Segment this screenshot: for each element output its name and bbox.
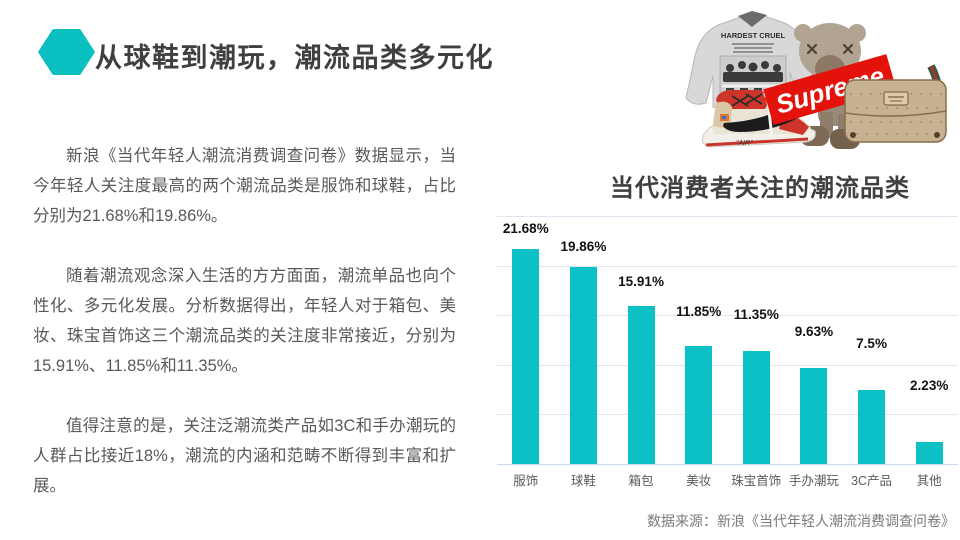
sneaker-air-text: "AIR" [736,140,753,147]
bar [627,306,655,464]
category-label: 3C产品 [851,474,893,488]
bar-value-label: 21.68% [502,220,549,236]
bar-column: 11.85% [670,216,728,464]
bar [915,441,943,464]
paragraph-1: 新浪《当代年轻人潮流消费调查问卷》数据显示，当今年轻人关注度最高的两个潮流品类是… [33,147,456,225]
category-label: 手办潮玩 [788,474,839,488]
bar [800,368,828,464]
category-row: 服饰 球鞋 箱包 美妆 珠宝首饰 手办潮玩 3C产品 其他 [497,470,958,489]
slide-title: 从球鞋到潮玩，潮流品类多元化 [95,43,494,73]
bar-column: 15.91% [612,216,670,464]
gridline [497,265,958,267]
product-collage: HARDEST CRUEL [685,11,947,149]
paragraph-3: 值得注意的是，关注泛潮流类产品如3C和手办潮玩的人群占比接近18%，潮流的内涵和… [33,417,456,495]
category-label: 美妆 [686,474,712,488]
bar [569,267,597,464]
category-label: 其他 [916,474,942,488]
gucci-bag-image [844,64,947,143]
bar-column: 7.5% [843,216,901,464]
gridline [497,364,958,366]
gridline [497,315,958,317]
chart-title: 当代消费者关注的潮流品类 [610,175,910,202]
bar-plot: 21.68% 19.86% 15.91% 11.85% 11.35% 9.63% 7.5% 2… [497,216,958,464]
bar-value-label: 9.63% [794,324,834,340]
bar-chart: 21.68% 19.86% 15.91% 11.85% 11.35% 9.63% 7.5% 2… [497,216,958,465]
category-label: 箱包 [628,474,654,488]
title-hexagon-icon [38,29,95,75]
bar [685,346,713,464]
paragraph-2: 随着潮流观念深入生活的方方面面，潮流单品也向个性化、多元化发展。分析数据得出，年… [33,267,456,375]
bar-value-label: 11.85% [676,304,722,320]
bar-value-label: 7.5% [856,335,887,351]
bar-column: 2.23% [900,216,958,464]
bar-column: 21.68% [497,216,555,464]
body-text: 新浪《当代年轻人潮流消费调查问卷》数据显示，当今年轻人关注度最高的两个潮流品类是… [33,141,456,531]
bar-value-label: 11.35% [733,307,779,323]
bar-value-label: 15.91% [618,274,664,290]
chart-gridlines [497,216,958,465]
bar-column: 19.86% [555,216,613,464]
bar-value-label: 2.23% [910,377,949,393]
source-note: 数据来源：新浪《当代年轻人潮流消费调查问卷》 [647,513,955,529]
x-axis-line [497,464,958,465]
bar-value-label: 19.86% [560,239,607,254]
bar-column: 9.63% [785,216,843,464]
gridline [497,216,958,217]
bar-column: 11.35% [728,216,786,464]
category-label: 服饰 [513,474,539,488]
gridline [497,414,958,416]
bar [858,389,886,464]
category-label: 球鞋 [570,474,596,488]
category-label: 珠宝首饰 [731,474,782,488]
bar [742,351,770,464]
jacket-print-text: HARDEST CRUEL [721,31,786,40]
bar [512,248,540,464]
